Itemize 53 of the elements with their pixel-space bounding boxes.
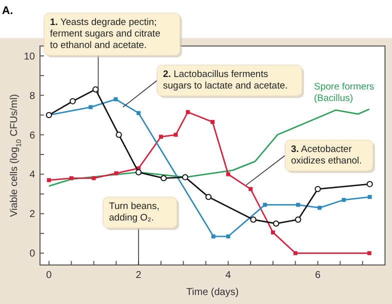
- series-label: Spore formers (Bacillus): [314, 82, 374, 104]
- point: [250, 216, 256, 223]
- point: [296, 202, 300, 207]
- point: [294, 216, 302, 223]
- y-tick-label: 2: [29, 209, 36, 220]
- point: [367, 251, 372, 256]
- point: [136, 111, 141, 116]
- y-tick-label: 6: [29, 130, 36, 142]
- point: [210, 120, 214, 124]
- point: [205, 194, 212, 200]
- ref-line-label: Turn beans, adding O₂.: [109, 201, 160, 224]
- annotation: 1. Yeasts degrade pectin; ferment sugars and citrate to ethanol and acetate.: [50, 17, 160, 51]
- x-axis-title: Time (days): [186, 287, 239, 298]
- x-tick-label: 0: [46, 270, 52, 281]
- point: [116, 132, 122, 138]
- point: [174, 132, 178, 137]
- point: [366, 181, 373, 188]
- point: [182, 174, 188, 180]
- point: [211, 234, 216, 238]
- point: [270, 230, 275, 234]
- point: [92, 176, 96, 180]
- point: [69, 176, 74, 180]
- x-tick-label: 6: [315, 270, 322, 281]
- annotation: 3. Acetobacter oxidizes ethanol.: [291, 144, 362, 166]
- y-tick-label: 8: [29, 90, 36, 102]
- point: [226, 234, 230, 238]
- point: [160, 175, 167, 182]
- chart-title: A.: [2, 5, 13, 17]
- x-tick-label: 2: [136, 270, 142, 281]
- point: [293, 251, 298, 256]
- point: [248, 187, 253, 192]
- annotation: 2. Lactobacillus ferments sugars to lactate and acetate.: [163, 69, 288, 92]
- point: [273, 220, 280, 227]
- point: [114, 171, 118, 176]
- point: [114, 97, 118, 102]
- point: [226, 172, 230, 176]
- line-series: [48, 108, 370, 187]
- y-tick-label: 10: [24, 51, 36, 62]
- point: [70, 98, 76, 104]
- point: [186, 110, 190, 114]
- x-tick-label: 4: [225, 270, 232, 281]
- point: [318, 206, 322, 210]
- point: [314, 186, 321, 192]
- point: [92, 86, 99, 93]
- y-tick-label: 0: [29, 248, 36, 260]
- point: [262, 202, 267, 207]
- point: [46, 178, 51, 182]
- point: [135, 169, 142, 176]
- point: [88, 105, 93, 110]
- point: [158, 134, 163, 139]
- y-tick-label: 4: [29, 170, 36, 181]
- point: [368, 194, 372, 199]
- point: [342, 198, 346, 202]
